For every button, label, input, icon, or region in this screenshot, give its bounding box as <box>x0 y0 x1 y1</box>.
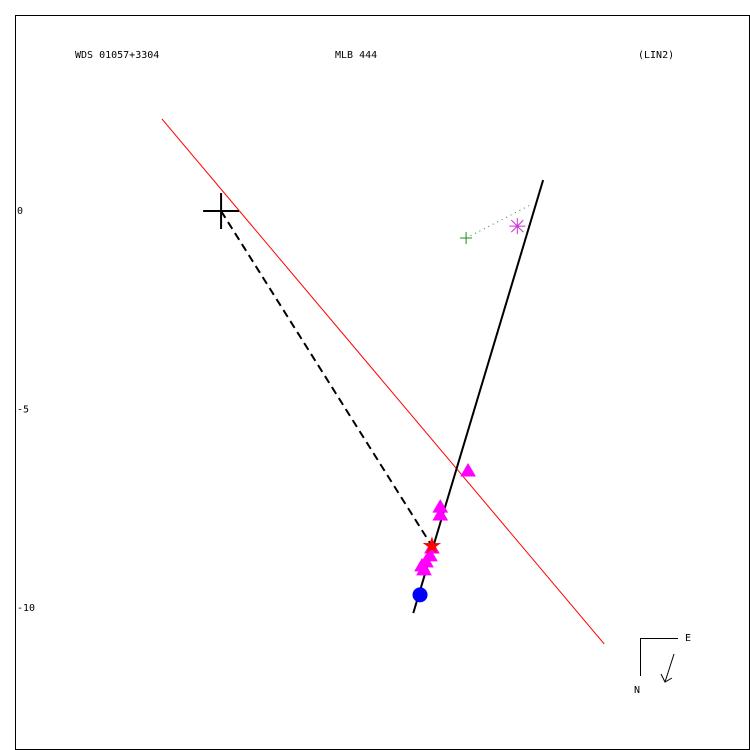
compass-north-label: N <box>634 685 640 696</box>
chart-note: (LIN2) <box>638 50 674 61</box>
compass-arrowhead <box>660 673 673 683</box>
point <box>509 218 526 235</box>
chart-title: WDS 01057+3304 <box>75 50 159 61</box>
point <box>460 232 473 245</box>
y-tick-label: -5 <box>17 404 29 415</box>
point <box>460 463 476 477</box>
point <box>422 536 442 554</box>
point <box>203 193 240 230</box>
line <box>465 204 531 239</box>
y-tick-label: 0 <box>17 206 23 217</box>
compass: E N <box>634 633 691 696</box>
line <box>220 210 432 546</box>
y-tick-label: -10 <box>17 603 35 614</box>
compass-east-label: E <box>685 633 691 644</box>
compass-arrow <box>664 653 675 683</box>
line <box>161 118 605 645</box>
line <box>412 179 545 614</box>
point <box>412 587 428 603</box>
plot-frame <box>15 15 750 750</box>
chart-subtitle: MLB 444 <box>335 50 377 61</box>
point <box>414 557 430 572</box>
point <box>432 507 449 521</box>
